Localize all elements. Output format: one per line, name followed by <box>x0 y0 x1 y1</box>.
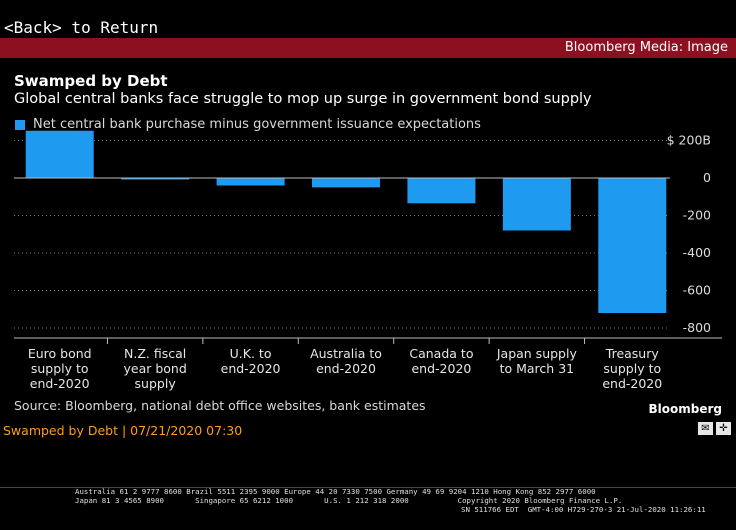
x-tick-label: Japan supply <box>496 346 578 361</box>
header-label: Bloomberg Media: Image <box>564 40 728 55</box>
footer-contacts-copyright: Japan 81 3 4565 8900 Singapore 65 6212 1… <box>75 496 623 505</box>
x-tick-label: Canada to <box>409 346 473 361</box>
y-tick-label: -400 <box>683 245 711 260</box>
y-tick-label: 0 <box>703 170 711 185</box>
bar <box>312 178 380 188</box>
x-tick-label: year bond <box>123 361 186 376</box>
bar <box>121 178 190 180</box>
y-tick-label: -800 <box>683 320 711 335</box>
x-tick-label: Australia to <box>310 346 382 361</box>
header-bar <box>0 38 736 58</box>
x-tick-label: supply to <box>31 361 89 376</box>
bloomberg-logo: Bloomberg <box>648 402 723 416</box>
legend-swatch <box>15 120 25 130</box>
footer-contacts: Australia 61 2 9777 8600 Brazil 5511 239… <box>75 487 596 496</box>
bar <box>25 130 94 178</box>
x-tick-label: supply <box>135 376 177 391</box>
y-tick-label: -600 <box>683 283 711 298</box>
x-tick-label: supply to <box>603 361 661 376</box>
chart-title: Swamped by Debt <box>14 72 168 90</box>
footer-session-info: SN 511766 EDT GMT-4:00 H729-270-3 21-Jul… <box>461 505 706 514</box>
x-tick-label: end-2020 <box>411 361 471 376</box>
x-tick-label: to March 31 <box>500 361 575 376</box>
x-tick-label: end-2020 <box>221 361 281 376</box>
x-tick-label: Euro bond <box>28 346 92 361</box>
y-tick-label: $ 200B <box>667 133 711 148</box>
bar <box>216 178 285 186</box>
expand-icon[interactable]: ✛ <box>716 422 731 435</box>
x-tick-label: end-2020 <box>30 376 90 391</box>
x-tick-label: end-2020 <box>316 361 376 376</box>
x-tick-label: U.K. to <box>230 346 272 361</box>
y-tick-label: -200 <box>683 208 711 223</box>
legend-label: Net central bank purchase minus governme… <box>33 117 481 132</box>
x-tick-label: end-2020 <box>602 376 662 391</box>
back-command[interactable]: <Back> to Return <box>4 18 159 37</box>
source-note: Source: Bloomberg, national debt office … <box>14 398 426 413</box>
chart-subtitle: Global central banks face struggle to mo… <box>14 91 592 107</box>
footer-divider <box>0 487 736 488</box>
bar <box>407 178 476 204</box>
story-headline[interactable]: Swamped by Debt | 07/21/2020 07:30 <box>3 423 243 438</box>
x-tick-label: N.Z. fiscal <box>124 346 186 361</box>
x-tick-label: Treasury <box>605 346 660 361</box>
bar <box>502 178 571 231</box>
mail-icon[interactable]: ✉ <box>698 422 713 435</box>
bar <box>598 178 667 313</box>
